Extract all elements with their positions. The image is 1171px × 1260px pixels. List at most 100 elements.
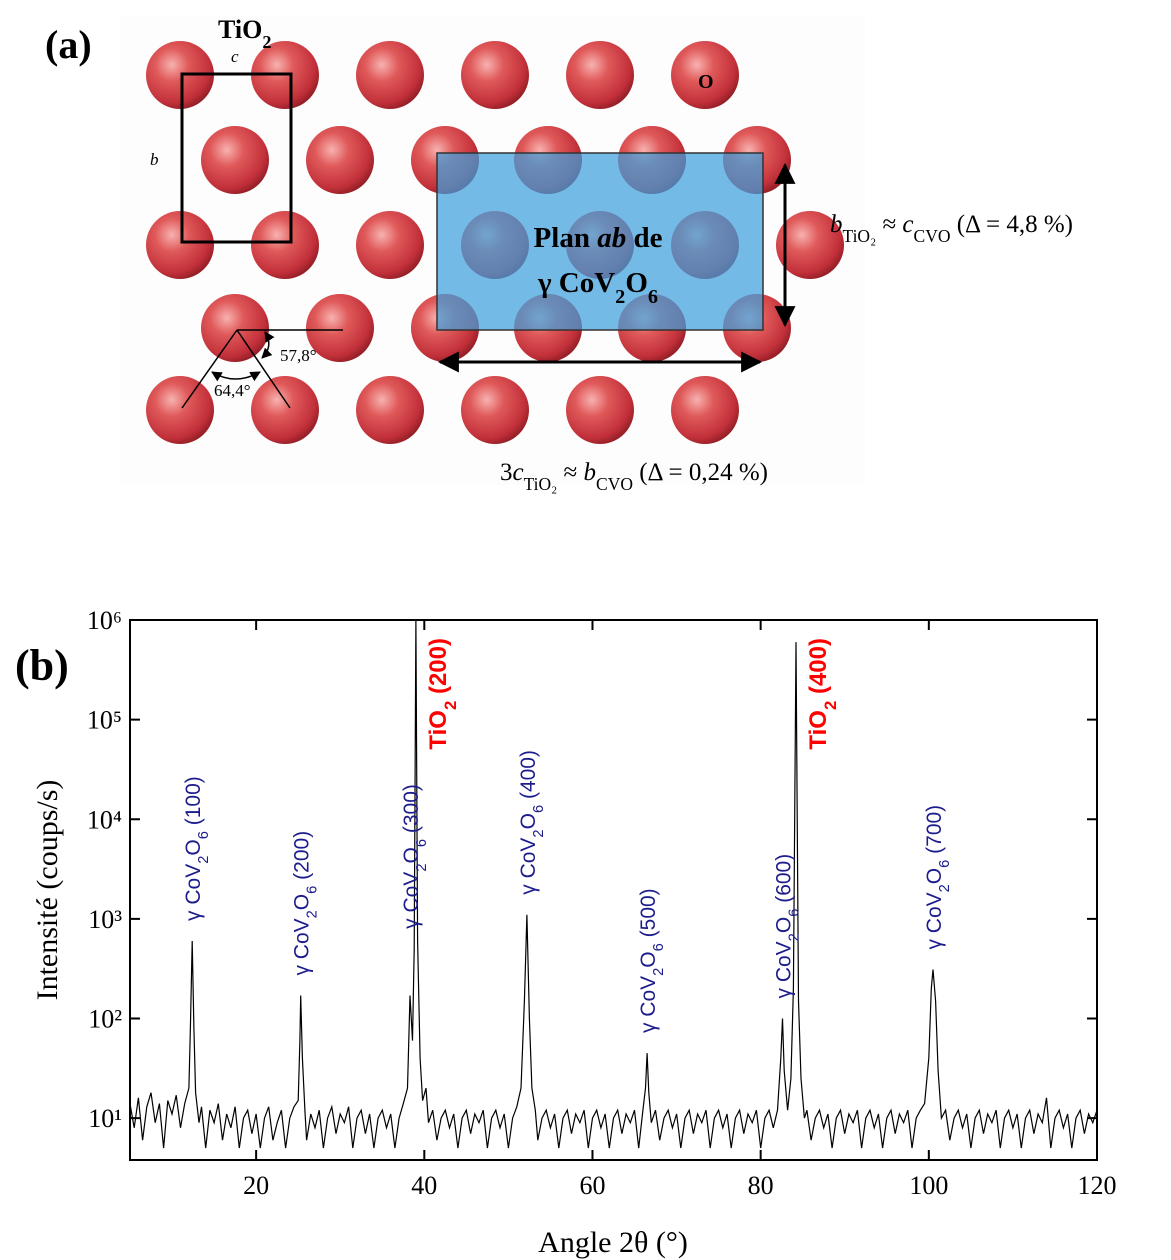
y-tick-label: 10⁶: [87, 606, 122, 635]
text-part: de: [626, 222, 662, 254]
peak-label: γ CoV2O6 (400): [517, 750, 547, 895]
text-part: Plan: [534, 222, 598, 254]
text-part: 2: [305, 910, 321, 918]
oxygen-atom: [306, 294, 374, 362]
x-tick-label: 120: [1078, 1171, 1117, 1200]
cell-title: TiO2: [218, 15, 271, 52]
peak-label: γ CoV2O6 (600): [773, 854, 803, 999]
text-part: ab: [597, 222, 626, 254]
y-tick-label: 10⁴: [87, 805, 122, 834]
peak-label: γ CoV2O6 (200): [291, 831, 321, 976]
angle-line: [236, 329, 291, 409]
text-part: 6: [787, 909, 803, 917]
oxygen-atom: [461, 376, 529, 444]
plane-compound: γ CoV2O6: [537, 267, 658, 308]
text-part: 2: [820, 701, 839, 710]
panel-a: (a) TiO2 c b O Plan ab de γ CoV2O6 57,8°…: [45, 15, 1073, 494]
cvo-plane: [436, 152, 764, 331]
text-part: 3: [500, 459, 513, 486]
oxygen-atom: [671, 376, 739, 444]
text-part: TiO: [218, 15, 262, 44]
text-part: ≈: [557, 459, 583, 486]
oxygen-atom: [356, 376, 424, 444]
text-part: 6: [305, 886, 321, 894]
peak-label: TiO2 (200): [425, 638, 460, 750]
plot-frame: [129, 619, 1098, 1161]
text-part: ≈: [876, 211, 902, 238]
oxygen-atom: [566, 376, 634, 444]
peak-label: γ CoV2O6 (500): [637, 888, 667, 1033]
text-part: TiO: [805, 710, 832, 750]
xrd-trace: [130, 620, 1097, 1149]
text-part: γ CoV: [537, 267, 615, 299]
text-part: c: [902, 211, 913, 238]
text-part: γ CoV: [517, 838, 540, 895]
angle-label: 57,8°: [280, 346, 317, 365]
panel-b: (b) Angle 2θ (°) Intensité (coups/s) 20 4…: [15, 606, 1117, 1259]
text-part: 2: [937, 884, 953, 892]
text-part: 2: [440, 701, 459, 710]
text-part: (200): [425, 638, 452, 701]
oxygen-atom: [356, 41, 424, 109]
text-part: O: [182, 839, 205, 855]
angle-label: 64,4°: [214, 381, 251, 400]
text-part: 2: [787, 933, 803, 941]
text-part: 6: [531, 805, 547, 813]
angle-line: [181, 329, 238, 409]
x-tick-label: 100: [909, 1171, 948, 1200]
x-tick-label: 40: [411, 1171, 437, 1200]
text-part: γ CoV: [182, 864, 205, 921]
text-part: 6: [937, 860, 953, 868]
text-part: 2: [615, 286, 625, 308]
text-part: O: [923, 868, 946, 884]
text-part: 2: [196, 856, 212, 864]
peak-label: γ CoV2O6 (700): [923, 805, 953, 950]
text-part: (400): [517, 750, 540, 805]
plane-label: Plan ab de: [534, 222, 663, 254]
x-tick-label: 80: [748, 1171, 774, 1200]
text-part: (400): [805, 638, 832, 701]
oxygen-atom: [356, 211, 424, 279]
panel-label: (b): [15, 641, 69, 690]
text-part: b: [830, 211, 843, 238]
oxygen-atom: [306, 126, 374, 194]
peak-label: γ CoV2O6 (100): [182, 776, 212, 921]
oxygen-atom: [201, 126, 269, 194]
y-tick-label: 10²: [88, 1005, 122, 1034]
text-part: O: [625, 267, 648, 299]
text-part: (Δ = 4,8 %): [950, 211, 1073, 238]
text-part: (500): [637, 888, 660, 943]
atom-label: O: [698, 71, 714, 93]
text-part: γ CoV: [923, 892, 946, 949]
oxygen-atom: [146, 41, 214, 109]
text-part: O: [291, 894, 314, 910]
text-part: O: [637, 951, 660, 967]
text-part: O: [773, 917, 796, 933]
oxygen-atom: [566, 41, 634, 109]
text-part: CVO: [596, 474, 633, 494]
text-part: 2: [651, 968, 667, 976]
x-tick-label: 60: [579, 1171, 605, 1200]
text-part: (200): [291, 831, 314, 886]
text-part: γ CoV: [291, 918, 314, 975]
text-part: γ CoV: [773, 941, 796, 998]
text-part: 6: [196, 831, 212, 839]
text-part: 2: [262, 32, 271, 52]
peak-label: TiO2 (400): [805, 638, 840, 750]
oxygen-atom: [146, 376, 214, 444]
text-part: (600): [773, 854, 796, 909]
text-part: O: [517, 813, 540, 829]
text-part: TiO₂: [524, 474, 558, 494]
oxygen-atom: [251, 376, 319, 444]
text-part: 6: [648, 286, 658, 308]
text-part: γ CoV: [637, 976, 660, 1033]
panel-label: (a): [45, 22, 92, 67]
text-part: (Δ = 0,24 %): [633, 459, 768, 486]
text-part: (100): [182, 776, 205, 831]
text-part: 2: [531, 829, 547, 837]
relation: 3cTiO₂ ≈ bCVO (Δ = 0,24 %): [500, 459, 768, 494]
y-axis-title: Intensité (coups/s): [31, 780, 64, 1001]
text-part: b: [584, 459, 597, 486]
text-part: c: [513, 459, 524, 486]
